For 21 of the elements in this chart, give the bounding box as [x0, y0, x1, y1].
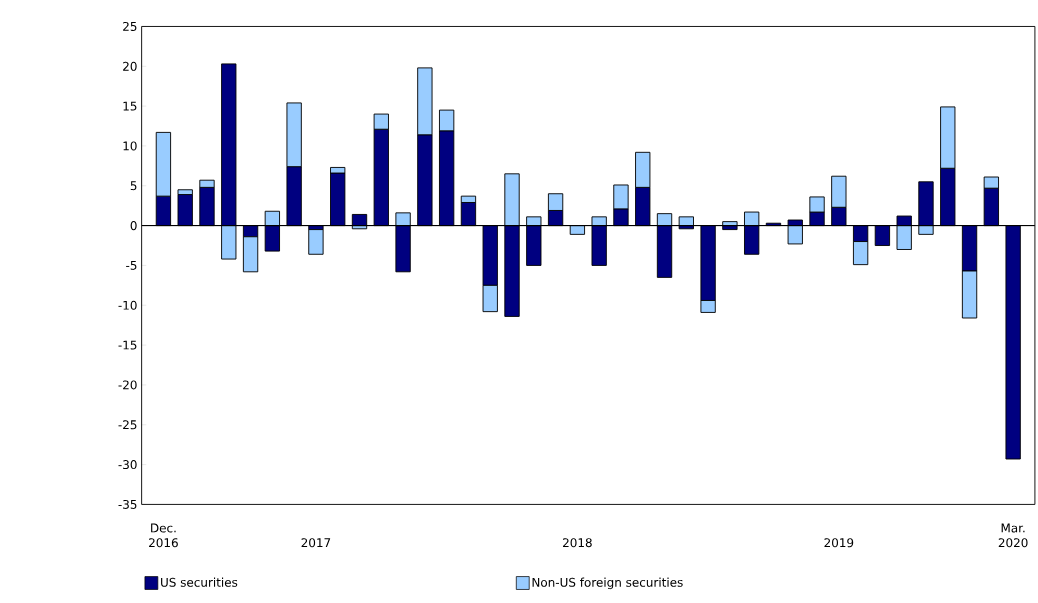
y-tick-label: -15: [118, 340, 137, 350]
y-tick-label: 10: [123, 141, 137, 151]
x-tick-label: 2018: [563, 538, 592, 548]
x-tick-label: 2017: [301, 538, 331, 548]
legend-label: Non-US foreign securities: [532, 577, 683, 590]
y-tick-label: 5: [130, 181, 137, 191]
y-tick-label: -35: [118, 499, 137, 509]
y-tick-label: 20: [123, 61, 137, 71]
legend-label: US securities: [161, 577, 238, 587]
y-tick-label: 0: [130, 220, 137, 231]
x-tick-label: Mar. 2020: [998, 523, 1028, 548]
y-tick-label: -20: [118, 380, 137, 390]
y-tick-label: -5: [126, 260, 137, 270]
x-tick-label: Dec. 2016: [149, 523, 178, 548]
y-tick-label: 15: [123, 101, 137, 111]
y-tick-label: -10: [118, 300, 137, 310]
bar: [308, 229, 324, 255]
x-tick-label: 2019: [824, 538, 854, 548]
y-tick-label: 25: [123, 21, 137, 31]
y-tick-label: -30: [118, 459, 137, 470]
y-tick-label: -25: [118, 420, 137, 430]
